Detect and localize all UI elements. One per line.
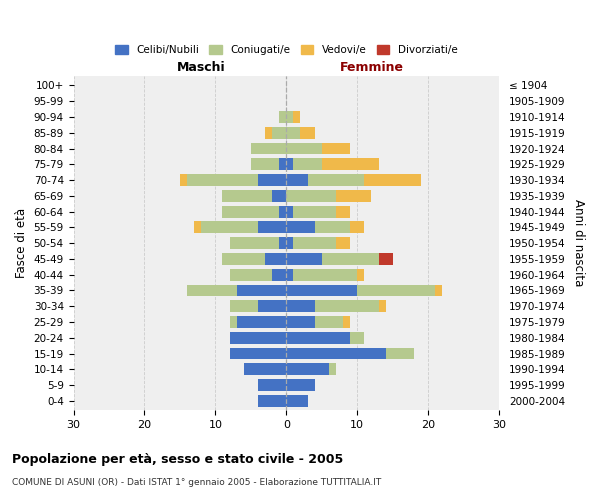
Bar bbox=[187, 174, 258, 186]
Bar bbox=[223, 206, 279, 218]
Bar bbox=[279, 206, 286, 218]
Bar bbox=[244, 364, 286, 375]
Bar bbox=[251, 158, 279, 170]
Bar bbox=[230, 332, 286, 344]
Bar bbox=[201, 222, 258, 234]
Bar bbox=[265, 253, 286, 265]
Bar bbox=[180, 174, 187, 186]
Bar bbox=[350, 222, 364, 234]
Bar bbox=[258, 174, 286, 186]
Bar bbox=[286, 127, 301, 138]
Bar bbox=[230, 237, 279, 249]
Bar bbox=[435, 284, 442, 296]
Bar bbox=[293, 158, 322, 170]
Bar bbox=[308, 174, 364, 186]
Bar bbox=[286, 174, 308, 186]
Bar bbox=[293, 237, 336, 249]
Text: Femmine: Femmine bbox=[340, 60, 403, 74]
Bar bbox=[322, 253, 379, 265]
Bar bbox=[286, 269, 293, 280]
Bar bbox=[265, 127, 272, 138]
Bar bbox=[286, 300, 314, 312]
Bar bbox=[223, 190, 272, 202]
Bar bbox=[230, 316, 236, 328]
Bar bbox=[336, 237, 350, 249]
Bar bbox=[236, 284, 286, 296]
Bar bbox=[286, 222, 314, 234]
Bar bbox=[251, 142, 286, 154]
Bar bbox=[286, 316, 314, 328]
Bar bbox=[187, 284, 236, 296]
Bar bbox=[314, 316, 343, 328]
Bar bbox=[322, 142, 350, 154]
Bar bbox=[286, 142, 322, 154]
Bar bbox=[301, 127, 314, 138]
Bar bbox=[379, 300, 386, 312]
Text: Popolazione per età, sesso e stato civile - 2005: Popolazione per età, sesso e stato civil… bbox=[12, 452, 343, 466]
Bar bbox=[286, 158, 293, 170]
Bar bbox=[293, 206, 336, 218]
Bar bbox=[293, 111, 301, 123]
Bar bbox=[272, 190, 286, 202]
Bar bbox=[322, 158, 379, 170]
Bar bbox=[286, 284, 357, 296]
Bar bbox=[386, 348, 414, 360]
Bar bbox=[314, 222, 350, 234]
Bar bbox=[223, 253, 265, 265]
Bar bbox=[286, 190, 336, 202]
Bar bbox=[379, 253, 392, 265]
Bar bbox=[230, 348, 286, 360]
Bar bbox=[286, 253, 322, 265]
Y-axis label: Anni di nascita: Anni di nascita bbox=[572, 200, 585, 287]
Bar bbox=[286, 379, 314, 391]
Bar bbox=[286, 332, 350, 344]
Bar bbox=[258, 222, 286, 234]
Bar bbox=[258, 300, 286, 312]
Bar bbox=[350, 332, 364, 344]
Bar bbox=[230, 269, 272, 280]
Bar bbox=[286, 237, 293, 249]
Bar bbox=[286, 348, 386, 360]
Bar bbox=[329, 364, 336, 375]
Bar bbox=[279, 237, 286, 249]
Bar bbox=[364, 174, 421, 186]
Bar bbox=[357, 269, 364, 280]
Bar bbox=[272, 127, 286, 138]
Bar bbox=[279, 158, 286, 170]
Bar bbox=[286, 111, 293, 123]
Bar bbox=[343, 316, 350, 328]
Bar bbox=[286, 395, 308, 406]
Bar bbox=[258, 379, 286, 391]
Bar bbox=[194, 222, 201, 234]
Bar bbox=[314, 300, 379, 312]
Text: Maschi: Maschi bbox=[177, 60, 226, 74]
Bar bbox=[272, 269, 286, 280]
Bar bbox=[279, 111, 286, 123]
Bar bbox=[236, 316, 286, 328]
Bar bbox=[293, 269, 357, 280]
Bar bbox=[336, 190, 371, 202]
Bar bbox=[258, 395, 286, 406]
Bar bbox=[357, 284, 435, 296]
Bar bbox=[230, 300, 258, 312]
Bar bbox=[336, 206, 350, 218]
Text: COMUNE DI ASUNI (OR) - Dati ISTAT 1° gennaio 2005 - Elaborazione TUTTITALIA.IT: COMUNE DI ASUNI (OR) - Dati ISTAT 1° gen… bbox=[12, 478, 381, 487]
Y-axis label: Fasce di età: Fasce di età bbox=[15, 208, 28, 278]
Legend: Celibi/Nubili, Coniugati/e, Vedovi/e, Divorziati/e: Celibi/Nubili, Coniugati/e, Vedovi/e, Di… bbox=[111, 41, 461, 60]
Bar bbox=[286, 206, 293, 218]
Bar bbox=[286, 364, 329, 375]
